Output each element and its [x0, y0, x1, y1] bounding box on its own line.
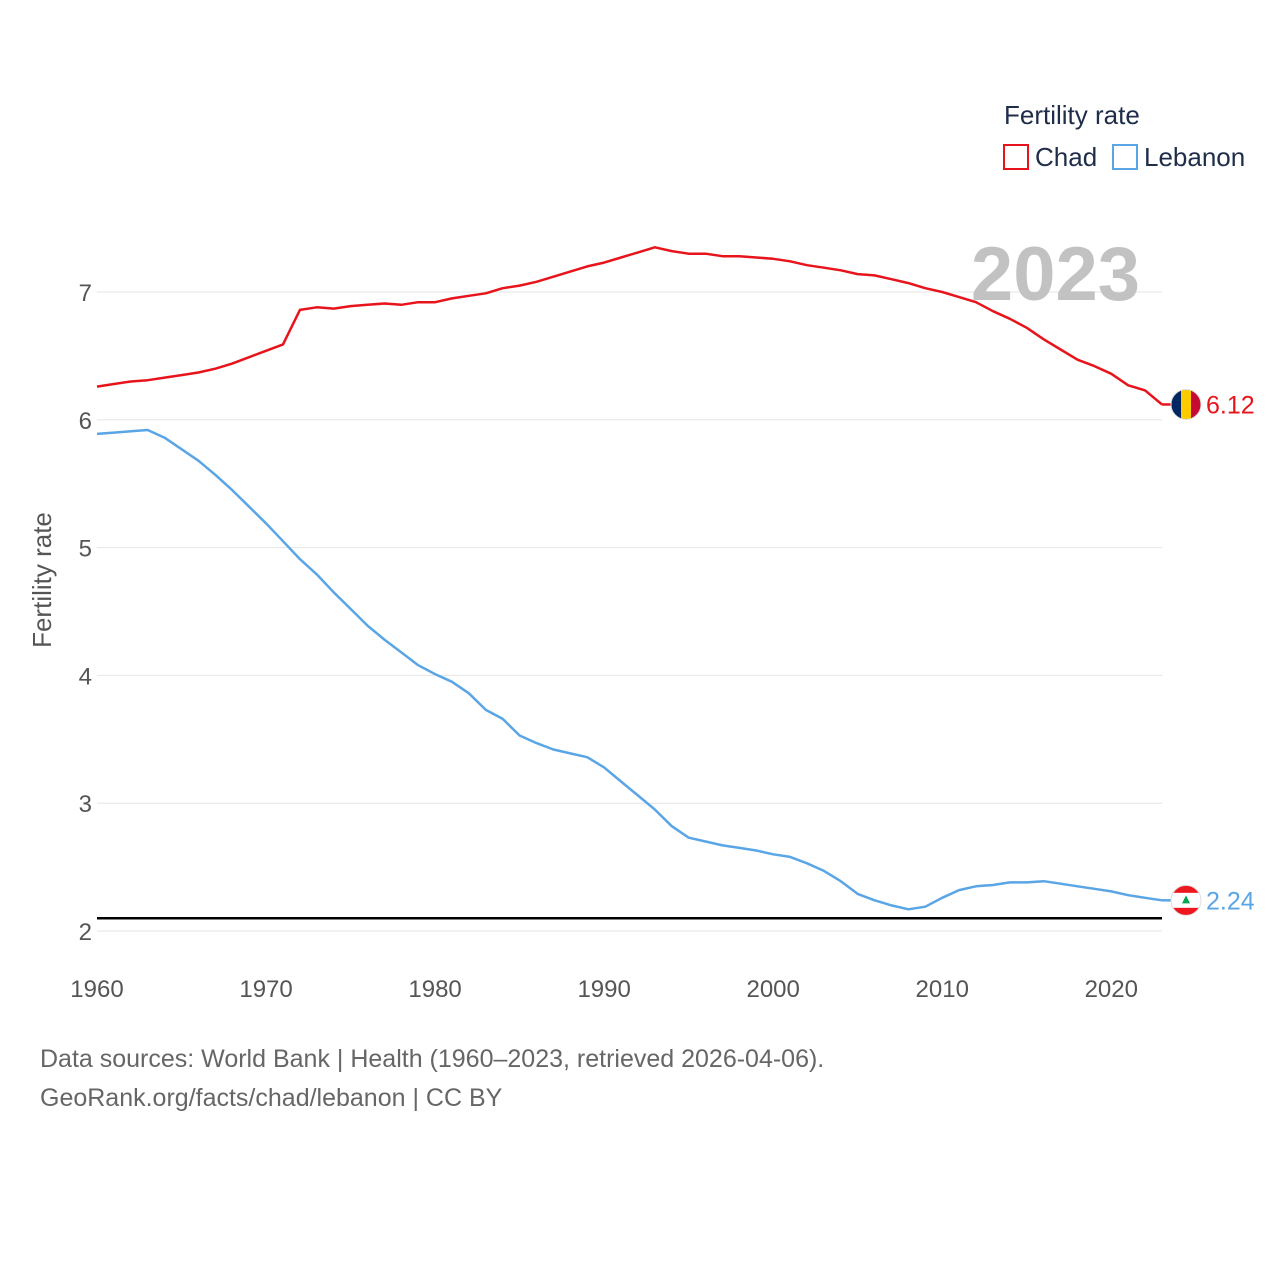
grid-lines: [97, 291, 1162, 932]
legend: Fertility rate Chad Lebanon: [1003, 100, 1245, 172]
x-tick-label: 1980: [408, 976, 461, 1003]
series-lines: [96, 246, 1163, 911]
legend-label-lebanon[interactable]: Lebanon: [1144, 142, 1245, 172]
chad-flag-icon: [1170, 388, 1202, 420]
credit-line: GeoRank.org/facts/chad/lebanon | CC BY: [40, 1084, 503, 1112]
series-end-markers: 6.12 2.24: [1162, 388, 1255, 916]
fertility-chart: 2 3 4 5 6 7 1960 1970 1980 1990 2000 2010 2020 Fert…: [27, 100, 1255, 1003]
end-value-label-chad: 6.12: [1206, 391, 1255, 419]
x-tick-label: 2020: [1085, 976, 1138, 1003]
legend-swatch-chad[interactable]: [1003, 144, 1029, 170]
y-tick-label: 2: [79, 919, 92, 946]
legend-swatch-lebanon[interactable]: [1112, 144, 1138, 170]
y-tick-label: 3: [79, 791, 92, 818]
x-tick-label: 2000: [746, 976, 799, 1003]
x-tick-label: 1990: [577, 976, 630, 1003]
y-axis-label: Fertility rate: [27, 512, 57, 648]
legend-title: Fertility rate: [1004, 100, 1140, 130]
x-tick-label: 2010: [916, 976, 969, 1003]
x-tick-label: 1960: [70, 976, 123, 1003]
y-tick-label: 4: [79, 663, 92, 690]
y-tick-label: 5: [79, 536, 92, 563]
data-sources-note: Data sources: World Bank | Health (1960–…: [40, 1045, 825, 1073]
legend-label-chad[interactable]: Chad: [1035, 142, 1097, 172]
y-axis-ticks: 2 3 4 5 6 7: [79, 280, 92, 946]
lebanon-flag-icon: [1170, 884, 1202, 916]
y-tick-label: 7: [79, 280, 92, 307]
x-axis-ticks: 1960 1970 1980 1990 2000 2010 2020: [70, 976, 1138, 1003]
x-tick-label: 1970: [239, 976, 292, 1003]
current-year-label: 2023: [971, 232, 1140, 317]
y-tick-label: 6: [79, 408, 92, 435]
series-line-lebanon[interactable]: [96, 428, 1163, 911]
series-line-chad[interactable]: [96, 246, 1163, 406]
end-value-label-lebanon: 2.24: [1206, 887, 1255, 915]
